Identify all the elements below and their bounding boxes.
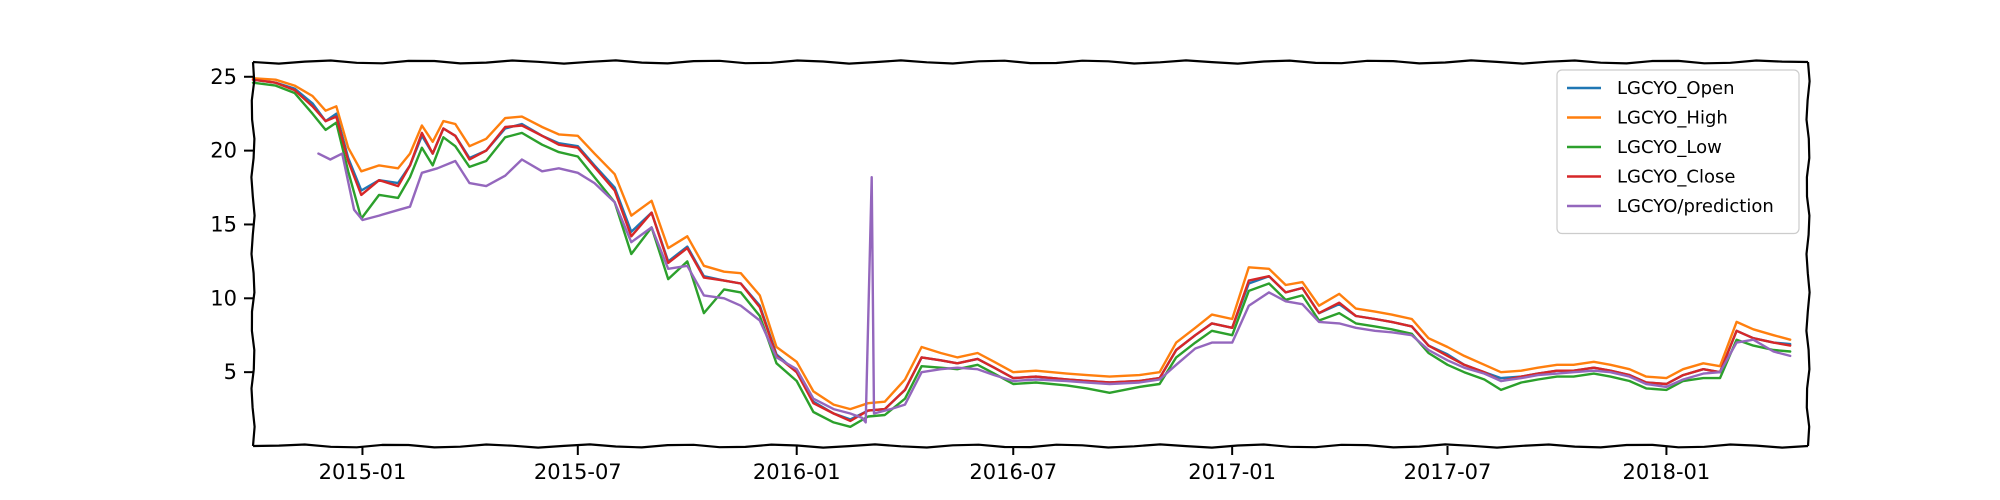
x-tick-label: 2015-07 — [534, 460, 622, 484]
series-line-lgcyo-low — [251, 81, 1792, 428]
series-line-lgcyo-high — [251, 77, 1792, 411]
x-tick-label: 2018-01 — [1623, 460, 1711, 484]
series-line-lgcyo-prediction — [317, 152, 1792, 424]
y-tick-label: 10 — [210, 286, 237, 310]
legend-label-lgcyo-low: LGCYO_Low — [1617, 137, 1722, 158]
y-tick-label: 15 — [210, 212, 237, 236]
x-tick-label: 2016-01 — [753, 460, 841, 484]
series-layer — [251, 77, 1792, 428]
series-line-lgcyo-close — [251, 78, 1792, 423]
legend-box — [1556, 69, 1800, 235]
legend-label-lgcyo-prediction: LGCYO/prediction — [1617, 196, 1774, 217]
y-tick-label: 20 — [210, 139, 237, 163]
x-tick-label: 2016-07 — [969, 460, 1057, 484]
axis-layer: 5 10 15 20 25 2015-01 2015-07 2016-01 2016-07 201… — [210, 65, 1710, 484]
x-tick-label: 2015-01 — [319, 460, 407, 484]
legend: LGCYO_Open LGCYO_High LGCYO_Low LGCYO_Close… — [1556, 69, 1800, 235]
plot-frame — [250, 59, 1811, 449]
x-tick-label: 2017-01 — [1188, 460, 1276, 484]
x-tick-label: 2017-07 — [1404, 460, 1492, 484]
y-tick-label: 5 — [224, 360, 237, 384]
legend-label-lgcyo-high: LGCYO_High — [1617, 108, 1728, 129]
y-tick-label: 25 — [210, 65, 237, 89]
legend-label-lgcyo-open: LGCYO_Open — [1617, 78, 1734, 99]
legend-label-lgcyo-close: LGCYO_Close — [1617, 167, 1735, 188]
